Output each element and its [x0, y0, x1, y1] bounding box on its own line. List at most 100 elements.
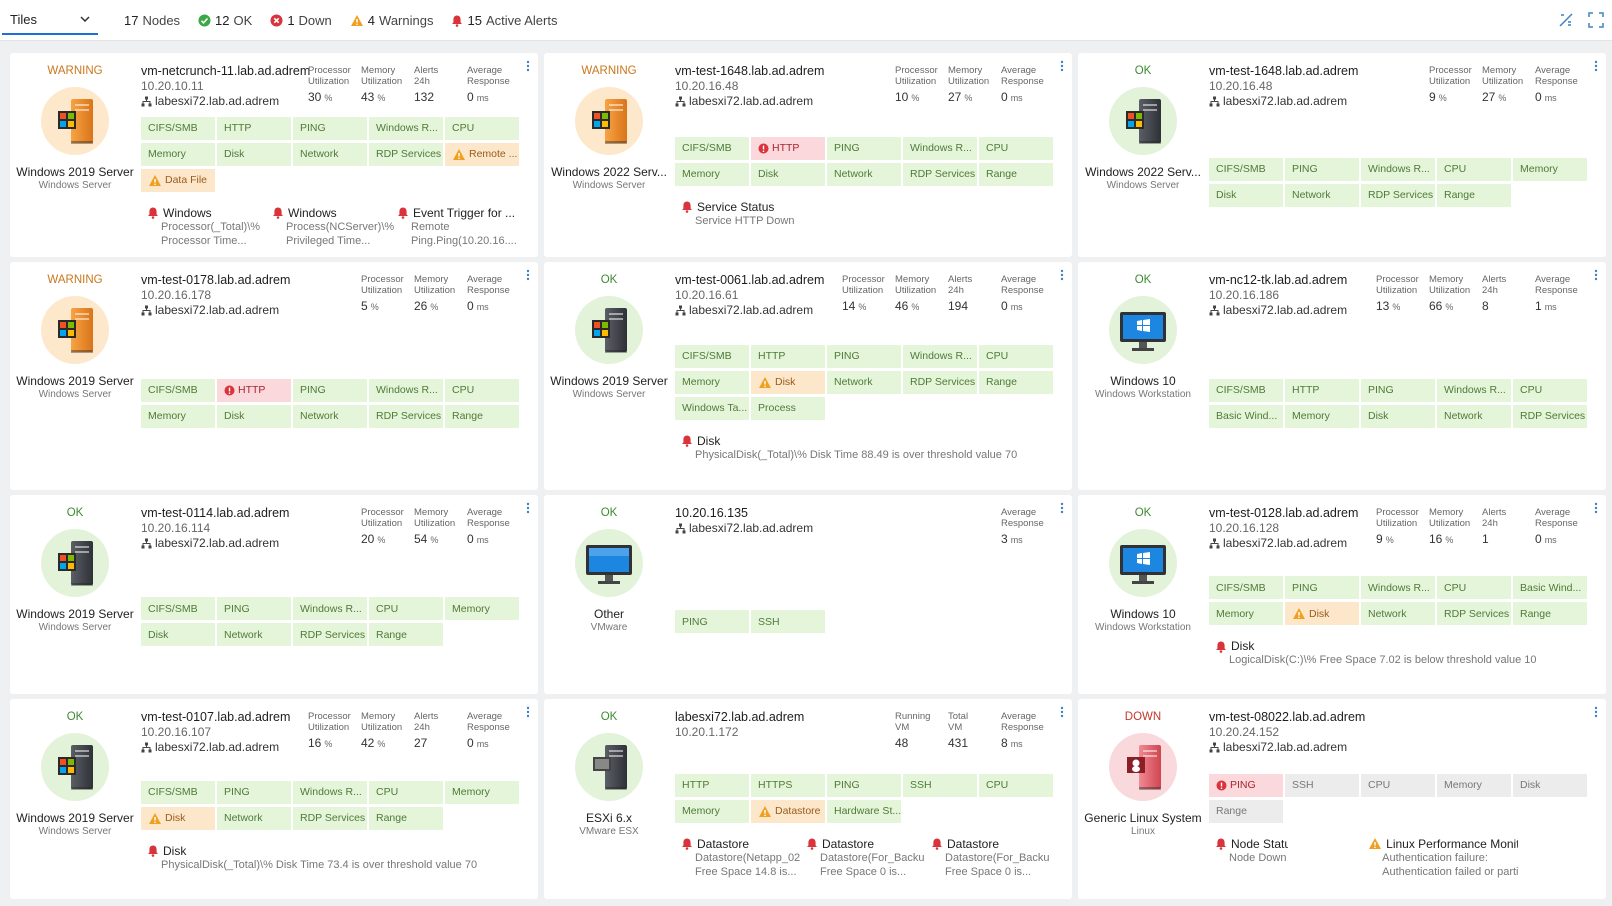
service[interactable]: Disk	[217, 142, 291, 166]
service[interactable]: PING	[217, 597, 291, 620]
service[interactable]: Network	[293, 142, 367, 166]
service[interactable]: RDP Services	[903, 370, 977, 394]
alert[interactable]: Event Trigger for ... Remote Ping.Ping(10.…	[397, 206, 522, 248]
service[interactable]: Memory	[1285, 404, 1359, 428]
service[interactable]: SSH	[1285, 773, 1359, 797]
service[interactable]: Disk	[1361, 404, 1435, 428]
tile-menu[interactable]	[526, 705, 530, 723]
service[interactable]: RDP Services	[369, 404, 443, 428]
service[interactable]: Windows R...	[1361, 157, 1435, 181]
service[interactable]: Disk	[1285, 602, 1359, 625]
service[interactable]: PING	[293, 116, 367, 140]
alert[interactable]: Datastore Datastore(For_Backu Free Space 0…	[931, 837, 1056, 879]
service[interactable]: CPU	[979, 136, 1053, 160]
service[interactable]: Network	[827, 162, 901, 186]
filter-icon[interactable]	[1558, 12, 1574, 28]
alert[interactable]: Node StatusNode Down	[1215, 837, 1288, 879]
service[interactable]: PING	[675, 610, 749, 633]
node-name[interactable]: vm-test-0114.lab.ad.adrem	[141, 506, 290, 520]
node-name[interactable]: vm-test-0061.lab.ad.adrem	[675, 273, 825, 287]
tile-menu[interactable]	[526, 59, 530, 77]
service[interactable]: PING	[217, 780, 291, 804]
tile-menu[interactable]	[1594, 59, 1598, 77]
service[interactable]: Network	[1437, 404, 1511, 428]
service[interactable]: Network	[293, 404, 367, 428]
service[interactable]: CIFS/SMB	[675, 344, 749, 368]
node-tile[interactable]: OK Windows 10 Windows Workstation vm-nc12-t…	[1078, 262, 1606, 490]
summary-item[interactable]: 4 Warnings	[350, 13, 433, 28]
node-tile[interactable]: OK ESXi 6.x VMware ESX labesxi72.lab.ad.ad…	[544, 699, 1072, 899]
alert[interactable]: Service Status Service HTTP Down	[681, 200, 794, 228]
service[interactable]: CIFS/SMB	[1209, 576, 1283, 599]
service[interactable]: Basic Wind...	[1513, 576, 1587, 599]
service[interactable]: RDP Services	[903, 162, 977, 186]
service[interactable]: PING	[827, 773, 901, 797]
tile-menu[interactable]	[1060, 501, 1064, 519]
service[interactable]: PING	[1361, 378, 1435, 402]
service[interactable]: Hardware St...	[827, 799, 901, 823]
service[interactable]: Disk	[751, 370, 825, 394]
node-name[interactable]: vm-test-0128.lab.ad.adrem	[1209, 506, 1359, 520]
service[interactable]: SSH	[751, 610, 825, 633]
node-tile[interactable]: OK Windows 2022 Serv... Windows Server vm-…	[1078, 53, 1606, 257]
node-tile[interactable]: OK Other VMware 10.20.16.135 labesxi72.lab.a…	[544, 495, 1072, 694]
service[interactable]: CPU	[979, 773, 1053, 797]
service[interactable]: Range	[369, 623, 443, 646]
service[interactable]: Memory	[675, 799, 749, 823]
service[interactable]: Disk	[141, 806, 215, 830]
service[interactable]: Range	[1437, 183, 1511, 207]
alert[interactable]: Disk PhysicalDisk(_Total)\% Disk Time 88.…	[681, 434, 1017, 462]
node-name[interactable]: vm-test-08022.lab.ad.adrem	[1209, 710, 1366, 724]
service[interactable]: Memory	[141, 404, 215, 428]
service[interactable]: Disk	[1513, 773, 1587, 797]
service[interactable]: CIFS/SMB	[141, 116, 215, 140]
service[interactable]: Windows R...	[903, 136, 977, 160]
node-name[interactable]: vm-netcrunch-11.lab.ad.adrem	[141, 64, 311, 78]
service[interactable]: Memory	[1209, 602, 1283, 625]
service[interactable]: Datastore	[751, 799, 825, 823]
summary-item[interactable]: 12 OK	[198, 13, 252, 28]
service[interactable]: Windows R...	[1361, 576, 1435, 599]
service[interactable]: Network	[827, 370, 901, 394]
tile-menu[interactable]	[526, 501, 530, 519]
node-tile[interactable]: OK Windows 2019 Server Windows Server vm-t…	[544, 262, 1072, 490]
service[interactable]: Network	[1361, 602, 1435, 625]
service[interactable]: PING	[1285, 576, 1359, 599]
alert[interactable]: Datastore Datastore(Netapp_02 Free Space 1…	[681, 837, 806, 879]
node-tile[interactable]: WARNING Windows 2019 Server Windows Serve…	[10, 53, 538, 257]
service[interactable]: CPU	[1513, 378, 1587, 402]
service[interactable]: Windows R...	[903, 344, 977, 368]
service[interactable]: CPU	[369, 597, 443, 620]
service[interactable]: PING	[827, 136, 901, 160]
service[interactable]: Basic Wind...	[1209, 404, 1283, 428]
service[interactable]: Windows R...	[1437, 378, 1511, 402]
node-name[interactable]: vm-test-0178.lab.ad.adrem	[141, 273, 291, 287]
node-tile[interactable]: WARNING Windows 2022 Serv... Windows Serv…	[544, 53, 1072, 257]
service[interactable]: Range	[369, 806, 443, 830]
service[interactable]: PING	[1285, 157, 1359, 181]
service[interactable]: RDP Services	[1437, 602, 1511, 625]
tile-menu[interactable]	[1060, 705, 1064, 723]
tile-menu[interactable]	[1594, 501, 1598, 519]
service[interactable]: CPU	[1437, 576, 1511, 599]
service[interactable]: Windows R...	[293, 597, 367, 620]
node-tile[interactable]: DOWN Generic Linux System Linux vm-test-08…	[1078, 699, 1606, 899]
service[interactable]: Memory	[1513, 157, 1587, 181]
node-tile[interactable]: OK Windows 2019 Server Windows Server vm-t…	[10, 699, 538, 899]
service[interactable]: Range	[979, 162, 1053, 186]
service[interactable]: CIFS/SMB	[141, 780, 215, 804]
service[interactable]: Windows R...	[369, 116, 443, 140]
tile-menu[interactable]	[1594, 705, 1598, 723]
node-name[interactable]: vm-test-1648.lab.ad.adrem	[1209, 64, 1359, 78]
service[interactable]: PING	[827, 344, 901, 368]
service[interactable]: Memory	[445, 780, 519, 804]
service[interactable]: HTTP	[751, 344, 825, 368]
service[interactable]: Network	[217, 623, 291, 646]
alert[interactable]: Windows Process(NCServer)\% Privileged Tim…	[272, 206, 397, 248]
node-tile[interactable]: WARNING Windows 2019 Server Windows Serve…	[10, 262, 538, 490]
service[interactable]: Range	[445, 404, 519, 428]
summary-item[interactable]: 15 Active Alerts	[451, 13, 557, 28]
service[interactable]: CIFS/SMB	[1209, 157, 1283, 181]
service[interactable]: HTTP	[675, 773, 749, 797]
alert[interactable]: Windows Processor(_Total)\% Processor Time…	[147, 206, 272, 248]
